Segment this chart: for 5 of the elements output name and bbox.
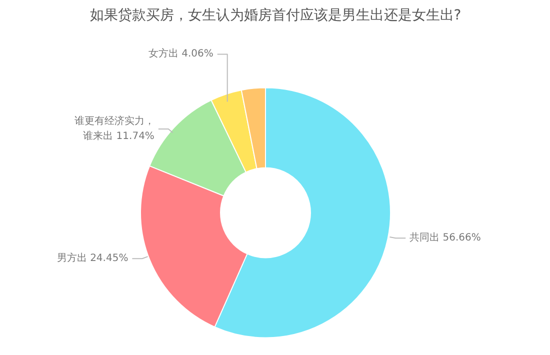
slice-label: 女方出 4.06% [148,48,214,60]
chart-title: 如果贷款买房，女生认为婚房首付应该是男生出还是女生出? [90,8,462,24]
slice-label: 男方出 24.45% [56,252,128,264]
slice-label: 共同出 56.66% [410,232,481,244]
slice-label: 谁更有经济实力，谁来出 11.74% [74,114,154,142]
